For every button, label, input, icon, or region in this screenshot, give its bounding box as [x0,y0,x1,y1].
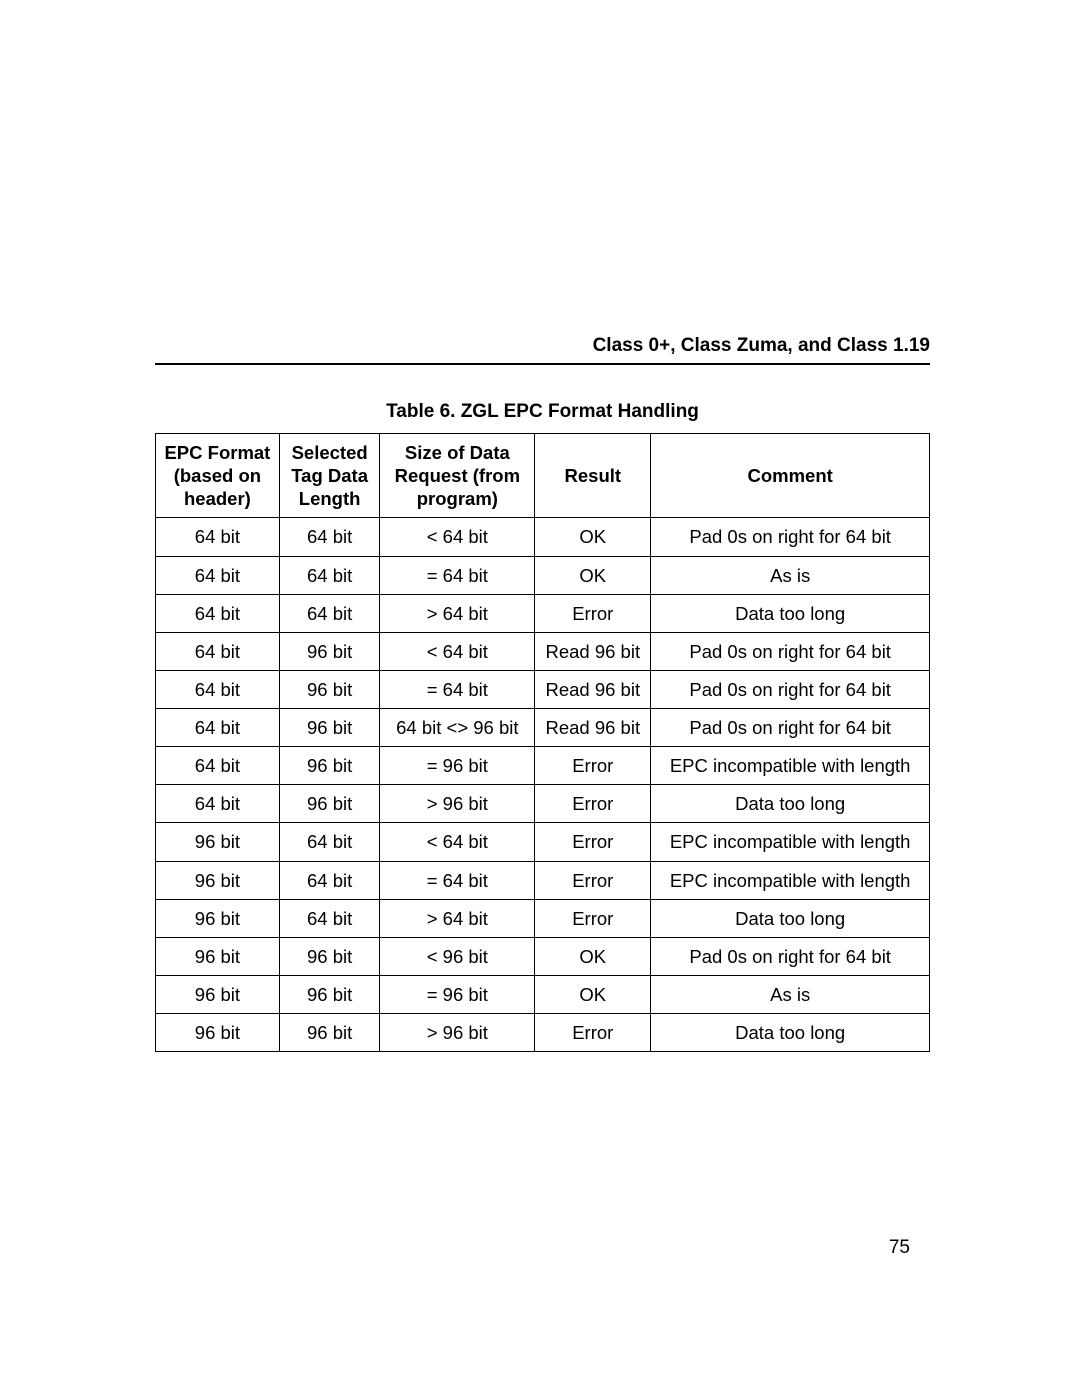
table-row: 64 bit96 bit< 64 bitRead 96 bitPad 0s on… [156,632,930,670]
table-cell: = 96 bit [380,975,535,1013]
table-row: 96 bit64 bit> 64 bitErrorData too long [156,899,930,937]
table-cell: As is [651,975,930,1013]
table-cell: Read 96 bit [535,670,651,708]
table-cell: Pad 0s on right for 64 bit [651,670,930,708]
table-cell: Pad 0s on right for 64 bit [651,518,930,556]
table-cell: > 64 bit [380,899,535,937]
table-row: 96 bit96 bit< 96 bitOKPad 0s on right fo… [156,937,930,975]
table-cell: OK [535,975,651,1013]
page-number: 75 [889,1237,910,1259]
table-cell: Data too long [651,785,930,823]
table-cell: 96 bit [279,709,380,747]
table-row: 64 bit96 bit= 64 bitRead 96 bitPad 0s on… [156,670,930,708]
table-cell: Data too long [651,1014,930,1052]
table-cell: < 96 bit [380,937,535,975]
table-cell: As is [651,556,930,594]
table-cell: 96 bit [279,632,380,670]
table-row: 64 bit96 bit64 bit <> 96 bitRead 96 bitP… [156,709,930,747]
table-cell: Pad 0s on right for 64 bit [651,937,930,975]
table-cell: OK [535,937,651,975]
col-header-data-size: Size of Data Request (from program) [380,434,535,518]
table-row: 96 bit64 bit= 64 bitErrorEPC incompatibl… [156,861,930,899]
table-cell: OK [535,556,651,594]
table-row: 64 bit96 bit> 96 bitErrorData too long [156,785,930,823]
table-cell: < 64 bit [380,823,535,861]
table-cell: Pad 0s on right for 64 bit [651,709,930,747]
table-cell: 64 bit [279,556,380,594]
table-cell: < 64 bit [380,518,535,556]
table-cell: 96 bit [156,937,280,975]
table-cell: Error [535,861,651,899]
table-row: 64 bit64 bit= 64 bitOKAs is [156,556,930,594]
table-cell: Error [535,594,651,632]
table-cell: 64 bit [279,861,380,899]
table-cell: 64 bit [156,518,280,556]
table-cell: 64 bit [279,899,380,937]
table-cell: Data too long [651,899,930,937]
table-row: 64 bit64 bit> 64 bitErrorData too long [156,594,930,632]
table-cell: 64 bit [156,632,280,670]
table-cell: 64 bit [279,823,380,861]
table-cell: EPC incompatible with length [651,861,930,899]
table-cell: Error [535,899,651,937]
table-cell: 96 bit [279,747,380,785]
table-cell: 96 bit [279,975,380,1013]
col-header-epc-format: EPC Format (based on header) [156,434,280,518]
table-header-row: EPC Format (based on header) Selected Ta… [156,434,930,518]
table-cell: 64 bit [156,747,280,785]
table-cell: OK [535,518,651,556]
table-cell: 96 bit [279,670,380,708]
col-header-result: Result [535,434,651,518]
table-cell: Error [535,785,651,823]
table-cell: 64 bit [156,670,280,708]
table-cell: 96 bit [156,861,280,899]
section-header: Class 0+, Class Zuma, and Class 1.19 [155,335,930,365]
table-cell: = 96 bit [380,747,535,785]
table-cell: 96 bit [279,1014,380,1052]
table-cell: 96 bit [156,975,280,1013]
table-cell: Error [535,1014,651,1052]
table-cell: 96 bit [156,823,280,861]
table-cell: = 64 bit [380,861,535,899]
table-cell: 64 bit [156,709,280,747]
table-cell: Error [535,747,651,785]
table-cell: 96 bit [279,785,380,823]
table-cell: 64 bit [156,785,280,823]
table-caption: Table 6. ZGL EPC Format Handling [155,401,930,423]
table-cell: = 64 bit [380,556,535,594]
table-row: 96 bit64 bit< 64 bitErrorEPC incompatibl… [156,823,930,861]
table-cell: 64 bit [156,594,280,632]
table-cell: 96 bit [156,1014,280,1052]
table-cell: 96 bit [279,937,380,975]
table-cell: Read 96 bit [535,632,651,670]
document-page: Class 0+, Class Zuma, and Class 1.19 Tab… [0,0,1080,1397]
table-cell: 64 bit [279,518,380,556]
table-cell: < 64 bit [380,632,535,670]
table-cell: > 96 bit [380,785,535,823]
table-cell: 64 bit [156,556,280,594]
epc-format-table: EPC Format (based on header) Selected Ta… [155,433,930,1052]
table-row: 96 bit96 bit> 96 bitErrorData too long [156,1014,930,1052]
table-cell: Data too long [651,594,930,632]
table-cell: 64 bit [279,594,380,632]
table-cell: Error [535,823,651,861]
col-header-tag-length: Selected Tag Data Length [279,434,380,518]
table-cell: > 64 bit [380,594,535,632]
table-row: 64 bit96 bit= 96 bitErrorEPC incompatibl… [156,747,930,785]
table-cell: EPC incompatible with length [651,823,930,861]
table-cell: Read 96 bit [535,709,651,747]
table-body: 64 bit64 bit< 64 bitOKPad 0s on right fo… [156,518,930,1052]
table-cell: 64 bit <> 96 bit [380,709,535,747]
table-cell: > 96 bit [380,1014,535,1052]
table-cell: = 64 bit [380,670,535,708]
table-cell: EPC incompatible with length [651,747,930,785]
table-cell: Pad 0s on right for 64 bit [651,632,930,670]
col-header-comment: Comment [651,434,930,518]
table-cell: 96 bit [156,899,280,937]
table-row: 96 bit96 bit= 96 bitOKAs is [156,975,930,1013]
table-row: 64 bit64 bit< 64 bitOKPad 0s on right fo… [156,518,930,556]
